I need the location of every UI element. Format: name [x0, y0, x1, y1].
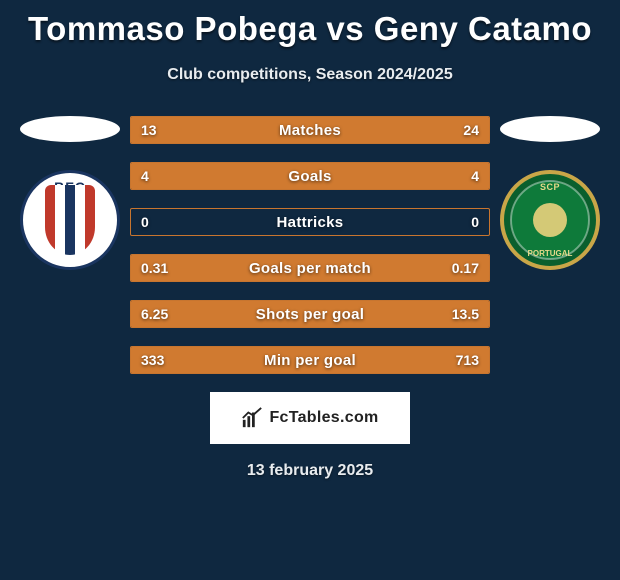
- stats-table: 13 Matches 24 4 Goals 4 0 Hattricks 0 0.31 Goals p…: [130, 116, 490, 374]
- stat-value-left: 333: [141, 352, 164, 368]
- brand-box: FcTables.com: [210, 392, 410, 444]
- club-emblem-right: [533, 203, 567, 237]
- stat-value-left: 13: [141, 122, 157, 138]
- stat-row: 4 Goals 4: [130, 162, 490, 190]
- stat-value-left: 0.31: [141, 260, 168, 276]
- player-photo-left: [20, 116, 120, 142]
- left-player-col: BFC: [10, 116, 130, 270]
- club-abbr-right: SCP: [504, 182, 596, 192]
- right-player-col: SCP PORTUGAL: [490, 116, 610, 270]
- stat-value-right: 0: [471, 214, 479, 230]
- stat-row: 0 Hattricks 0: [130, 208, 490, 236]
- date-label: 13 february 2025: [0, 462, 620, 480]
- brand-text: FcTables.com: [269, 409, 378, 427]
- stat-label: Shots per goal: [256, 306, 364, 323]
- club-shield-left: [45, 185, 95, 255]
- stat-label: Goals per match: [249, 260, 371, 277]
- stat-row: 6.25 Shots per goal 13.5: [130, 300, 490, 328]
- stat-row: 333 Min per goal 713: [130, 346, 490, 374]
- stat-value-right: 713: [456, 352, 479, 368]
- stat-bar-left: [131, 163, 310, 189]
- stat-value-right: 24: [463, 122, 479, 138]
- page-title: Tommaso Pobega vs Geny Catamo: [0, 0, 620, 48]
- stat-value-left: 6.25: [141, 306, 168, 322]
- player-photo-right: [500, 116, 600, 142]
- stat-value-left: 0: [141, 214, 149, 230]
- stat-label: Min per goal: [264, 352, 356, 369]
- stat-value-right: 0.17: [452, 260, 479, 276]
- stat-value-right: 4: [471, 168, 479, 184]
- stat-row: 0.31 Goals per match 0.17: [130, 254, 490, 282]
- club-name-right: PORTUGAL: [504, 249, 596, 258]
- comparison-panel: BFC 13 Matches 24 4 Goals 4 0 Hattricks 0 0.31 Goa…: [0, 116, 620, 374]
- subtitle: Club competitions, Season 2024/2025: [0, 66, 620, 84]
- stat-label: Matches: [279, 122, 341, 139]
- stat-label: Hattricks: [277, 214, 344, 231]
- stat-row: 13 Matches 24: [130, 116, 490, 144]
- club-badge-left: BFC: [20, 170, 120, 270]
- stat-value-right: 13.5: [452, 306, 479, 322]
- chart-icon: [241, 407, 263, 429]
- club-badge-right: SCP PORTUGAL: [500, 170, 600, 270]
- stat-bar-right: [310, 163, 489, 189]
- stat-value-left: 4: [141, 168, 149, 184]
- stat-label: Goals: [288, 168, 331, 185]
